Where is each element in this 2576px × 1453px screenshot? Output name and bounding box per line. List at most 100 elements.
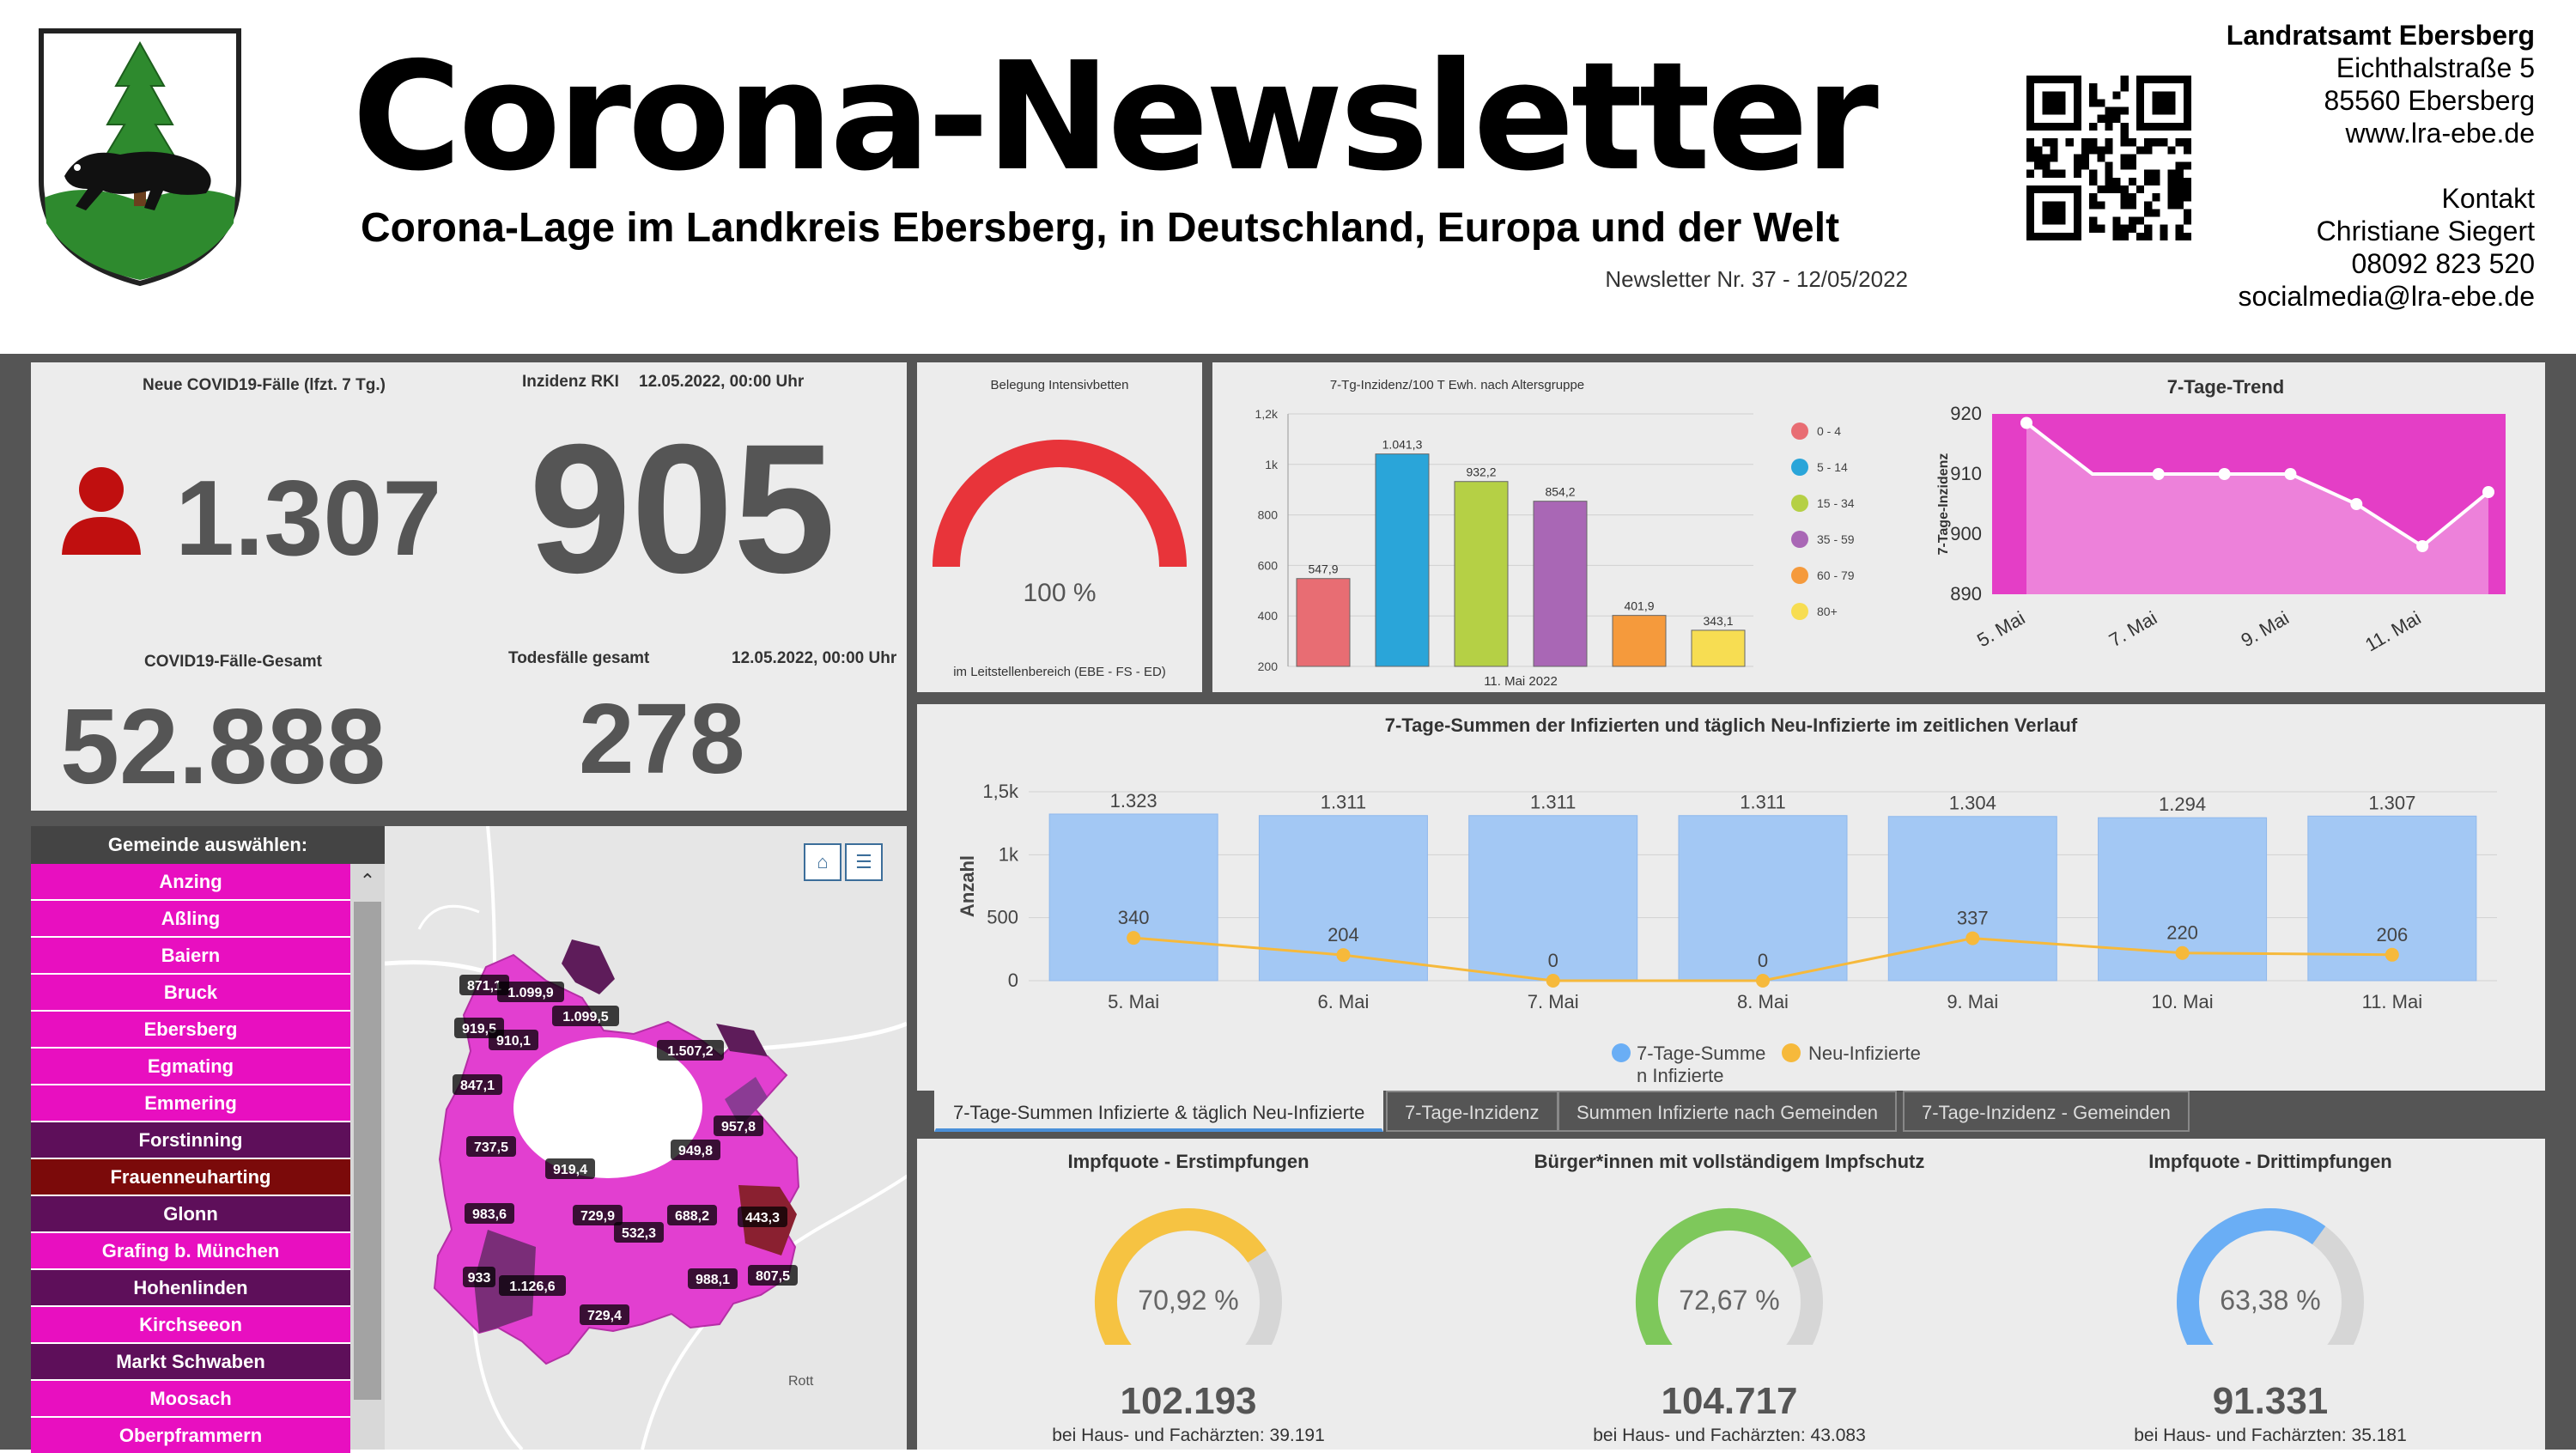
legend-swatch bbox=[1791, 531, 1808, 548]
contact-email[interactable]: socialmedia@lra-ebe.de bbox=[2238, 281, 2535, 312]
map-value-label: 871,1 bbox=[467, 979, 501, 994]
bar-value-label: 1.307 bbox=[2368, 792, 2415, 813]
vaccination-title: Impfquote - Drittimpfungen bbox=[2148, 1151, 2392, 1172]
sum-bar bbox=[1468, 815, 1638, 982]
incidence-date: 12.05.2022, 00:00 Uhr bbox=[639, 373, 805, 391]
road bbox=[417, 904, 480, 930]
new-cases-label: Neue COVID19-Fälle (lfzt. 7 Tg.) bbox=[143, 376, 386, 394]
y-tick-label: 910 bbox=[1950, 463, 1982, 484]
age-incidence-panel: 7-Tg-Inzidenz/100 T Ewh. nach Altersgrup… bbox=[1212, 362, 1906, 692]
map-value-badge bbox=[667, 1205, 717, 1225]
age-bar bbox=[1296, 578, 1351, 667]
legend-swatch bbox=[1791, 423, 1808, 440]
map-value-label: 688,2 bbox=[675, 1209, 709, 1224]
place-label-rott: Rott bbox=[788, 1374, 814, 1389]
qr-code[interactable] bbox=[2026, 76, 2191, 240]
map-value-badge bbox=[657, 1040, 724, 1061]
y-tick-label: 1k bbox=[999, 843, 1019, 865]
municipality-item[interactable]: Emmering bbox=[31, 1085, 350, 1121]
map-value-label: 1.099,5 bbox=[562, 1010, 608, 1024]
municipality-item[interactable]: Moosach bbox=[31, 1381, 350, 1416]
x-tick-label: 11. Mai bbox=[2362, 991, 2423, 1012]
line-value-label: 0 bbox=[1758, 950, 1768, 971]
municipality-item[interactable]: Ebersberg bbox=[31, 1012, 350, 1047]
municipality-item[interactable]: Egmating bbox=[31, 1049, 350, 1084]
street: Eichthalstraße 5 bbox=[2336, 52, 2535, 83]
forest-area bbox=[513, 1037, 702, 1178]
deaths-label: Todesfälle gesamt bbox=[508, 649, 650, 667]
map-value-badge bbox=[552, 1006, 619, 1026]
y-tick-label: 800 bbox=[1258, 508, 1279, 522]
map-value-badge bbox=[545, 1158, 595, 1179]
new-cases-point bbox=[1336, 948, 1351, 963]
trend-line bbox=[2025, 421, 2490, 549]
municipality-item[interactable]: Frauenneuharting bbox=[31, 1159, 350, 1195]
newsletter-title: Corona-Newsletter bbox=[352, 30, 1879, 204]
map-value-badge bbox=[466, 1136, 516, 1157]
bar-value-label: 854,2 bbox=[1545, 485, 1575, 499]
map-value-label: 933 bbox=[468, 1271, 491, 1286]
list-icon[interactable]: ☰ bbox=[845, 843, 883, 881]
website-link[interactable]: www.lra-ebe.de bbox=[2345, 118, 2535, 149]
age-bar bbox=[1454, 481, 1509, 667]
municipality-item[interactable]: Oberpframmern bbox=[31, 1418, 350, 1453]
contact-label: Kontakt bbox=[2441, 183, 2535, 214]
map-value-badge bbox=[614, 1222, 664, 1243]
new-cases-point bbox=[1756, 974, 1770, 988]
new-cases-value: 1.307 bbox=[175, 459, 442, 578]
map-value-label: 847,1 bbox=[460, 1079, 495, 1093]
map-value-badge bbox=[499, 1275, 566, 1296]
vaccination-count: 91.331 bbox=[2212, 1380, 2329, 1422]
municipality-item[interactable]: Hohenlinden bbox=[31, 1270, 350, 1305]
map-value-label: 910,1 bbox=[496, 1034, 531, 1049]
tab-7-tage-summen[interactable]: 7-Tage-Summen Infizierte & täglich Neu-I… bbox=[934, 1091, 1384, 1132]
tab-summen-gemeinden[interactable]: Summen Infizierte nach Gemeinden bbox=[1558, 1091, 1897, 1132]
contact-block: Landratsamt Ebersberg Eichthalstraße 5 8… bbox=[2227, 19, 2535, 313]
municipality-item[interactable]: Aßling bbox=[31, 901, 350, 936]
icu-title: Belegung Intensivbetten bbox=[990, 378, 1129, 392]
bar-value-label: 932,2 bbox=[1466, 465, 1496, 479]
municipality-item[interactable]: Glonn bbox=[31, 1196, 350, 1231]
trend-point bbox=[2284, 468, 2297, 480]
tab-inzidenz-gemeinden[interactable]: 7-Tage-Inzidenz - Gemeinden bbox=[1903, 1091, 2190, 1132]
contact-name: Christiane Siegert bbox=[2316, 216, 2535, 246]
y-tick-label: 600 bbox=[1258, 558, 1279, 572]
age-bar bbox=[1533, 501, 1588, 667]
chevron-up-icon[interactable]: ⌃ bbox=[359, 870, 376, 891]
tab-7-tage-inzidenz[interactable]: 7-Tage-Inzidenz bbox=[1386, 1091, 1558, 1132]
kpi-panel: Neue COVID19-Fälle (lfzt. 7 Tg.) Inziden… bbox=[31, 362, 907, 811]
scrollbar[interactable]: ⌃ bbox=[350, 864, 385, 1450]
district-dark bbox=[562, 939, 615, 994]
y-tick-label: 0 bbox=[1008, 970, 1018, 991]
road bbox=[641, 1150, 907, 1450]
x-tick-label: 10. Mai bbox=[2151, 991, 2213, 1012]
home-icon[interactable]: ⌂ bbox=[804, 843, 841, 881]
vaccination-percent: 72,67 % bbox=[1679, 1285, 1780, 1316]
municipality-item[interactable]: Baiern bbox=[31, 938, 350, 973]
y-tick-label: 890 bbox=[1950, 583, 1982, 605]
map-value-badge bbox=[465, 1203, 514, 1224]
gauge-fill bbox=[1635, 1207, 1812, 1345]
scrollbar-thumb[interactable] bbox=[354, 902, 381, 1400]
district-map[interactable]: 871,1 1.099,9 1.099,5 919,5 910,1 1.507,2 847,… bbox=[385, 826, 907, 1450]
vaccination-count: 102.193 bbox=[1120, 1380, 1257, 1422]
new-cases-point bbox=[2175, 945, 2190, 960]
map-value-label: 737,5 bbox=[474, 1140, 508, 1155]
bar-value-label: 343,1 bbox=[1703, 614, 1733, 628]
map-value-label: 949,8 bbox=[678, 1144, 713, 1158]
map-value-label: 1.126,6 bbox=[509, 1280, 555, 1294]
municipality-item[interactable]: Bruck bbox=[31, 975, 350, 1010]
municipality-item[interactable]: Kirchseeon bbox=[31, 1307, 350, 1342]
y-tick-label: 1,2k bbox=[1255, 407, 1279, 421]
municipality-item[interactable]: Forstinning bbox=[31, 1122, 350, 1158]
trend-chart: 890 900 910 920 7-Tage-Inzidenz 5. Mai 7. Mai 9… bbox=[1936, 403, 2506, 656]
map-value-label: 532,3 bbox=[622, 1226, 656, 1241]
municipality-item[interactable]: Markt Schwaben bbox=[31, 1344, 350, 1379]
municipality-item[interactable]: Anzing bbox=[31, 864, 350, 899]
municipality-item[interactable]: Grafing b. München bbox=[31, 1233, 350, 1268]
y-tick-label: 900 bbox=[1950, 523, 1982, 544]
trend-panel: 7-Tage-Trend 890 900 910 920 7-Tage-Inzidenz… bbox=[1906, 362, 2545, 692]
legend-label: 7-Tage-Summe bbox=[1637, 1043, 1765, 1064]
total-cases-value: 52.888 bbox=[60, 688, 386, 806]
